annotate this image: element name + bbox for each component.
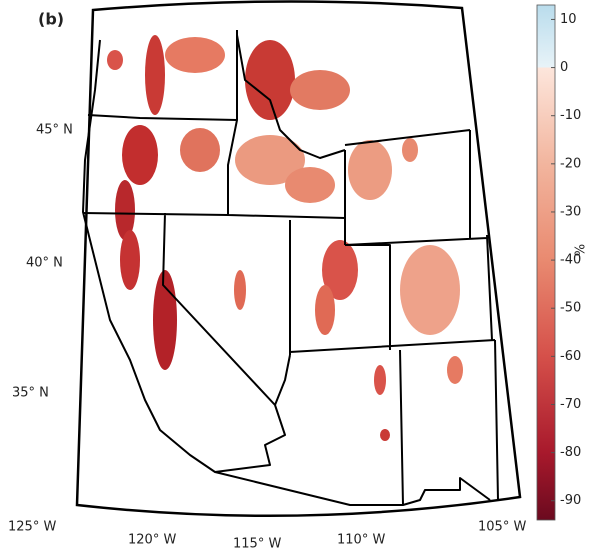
blob <box>122 125 158 185</box>
colorbar-unit: % <box>571 244 586 256</box>
latitude-label: 35° N <box>12 386 49 401</box>
colorbar-tick-label: -30 <box>560 204 581 219</box>
longitude-label: 120° W <box>128 533 176 548</box>
blob <box>153 270 177 370</box>
blob <box>245 40 295 120</box>
colorbar-tick-label: -60 <box>560 349 581 364</box>
blob <box>290 70 350 110</box>
longitude-label: 125° W <box>8 520 56 535</box>
state-borders <box>82 30 499 506</box>
map-frame <box>75 0 522 517</box>
blob <box>107 50 123 70</box>
latitude-label: 40° N <box>26 256 63 271</box>
colorbar-tick-label: -10 <box>560 108 581 123</box>
blob <box>374 365 386 395</box>
blob <box>315 285 335 335</box>
colorbar-tick-label: -50 <box>560 301 581 316</box>
colorbar-tick-label: -20 <box>560 156 581 171</box>
colorbar <box>536 4 556 521</box>
longitude-label: 105° W <box>478 520 526 535</box>
blob <box>402 138 418 162</box>
blob <box>115 180 135 240</box>
longitude-label: 115° W <box>233 537 281 552</box>
blob <box>400 245 460 335</box>
colorbar-tick-label: -40 <box>560 253 581 268</box>
panel-label: (b) <box>38 10 64 29</box>
colorbar-tick-label: 0 <box>560 60 568 75</box>
blob <box>235 135 305 185</box>
latitude-label: 45° N <box>36 123 73 138</box>
colorbar-tick-label: -90 <box>560 493 581 508</box>
colorbar-tick-label: -70 <box>560 397 581 412</box>
colorbar-tick-label: 10 <box>560 12 577 27</box>
blob <box>234 270 246 310</box>
blob <box>348 140 392 200</box>
blob <box>145 35 165 115</box>
colorbar-tick-label: -80 <box>560 445 581 460</box>
longitude-label: 110° W <box>337 533 385 548</box>
state-border <box>82 30 499 506</box>
blob <box>380 429 390 441</box>
blob <box>322 240 358 300</box>
blob <box>180 128 220 172</box>
blob <box>165 37 225 73</box>
blob <box>447 356 463 384</box>
blob <box>285 167 335 203</box>
blob <box>120 230 140 290</box>
